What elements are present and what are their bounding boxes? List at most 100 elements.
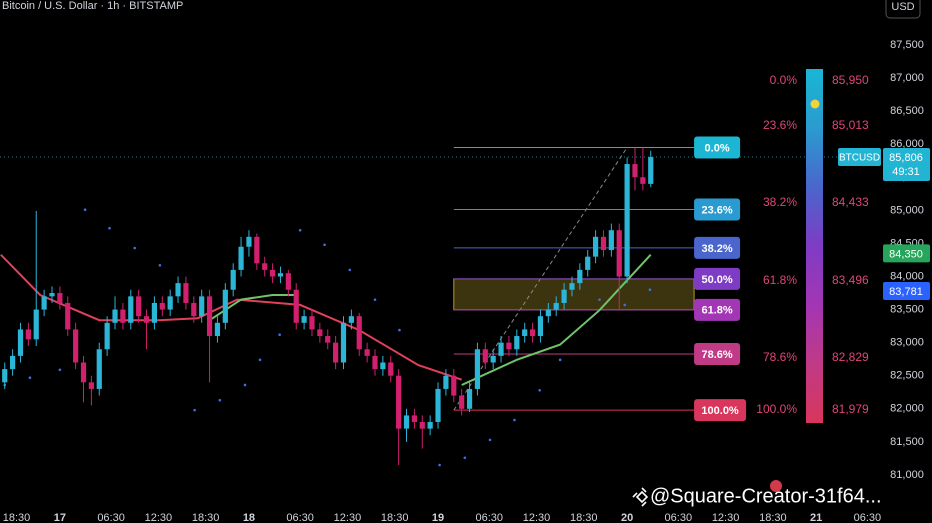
sar-dot: [438, 463, 441, 467]
candle-body: [254, 236, 260, 264]
currency-button[interactable]: [885, 0, 921, 19]
candle-body: [325, 336, 331, 343]
candle-body: [222, 289, 228, 323]
candle-body: [356, 316, 362, 350]
x-tick-label: 06:30: [97, 512, 125, 523]
candle-body: [80, 362, 87, 383]
sar-dot: [193, 408, 196, 412]
fib-level-tag: [694, 342, 741, 365]
symbol-title: Bitcoin / U.S. Dollar · 1h · BITSTAMP: [2, 0, 183, 12]
candle-body: [640, 177, 646, 184]
sar-dot: [488, 438, 492, 442]
symbol-tag: [838, 148, 881, 167]
symbol-tag-label: BTCUSD: [839, 153, 880, 164]
x-tick-label: 19: [432, 512, 444, 523]
sar-dot: [218, 398, 222, 402]
sar-dot: [83, 208, 87, 211]
y-tick-label: 81,500: [890, 436, 924, 448]
fib-level-label: 38.2%: [701, 243, 732, 255]
y-tick-label: 86,000: [890, 138, 924, 150]
candle-body: [104, 322, 110, 350]
candle-body: [293, 289, 299, 323]
candle-body: [514, 336, 520, 350]
candle-body: [435, 388, 441, 423]
event-icon[interactable]: [770, 480, 782, 492]
fib-panel-price: 81,979: [832, 402, 869, 416]
candle-body: [403, 415, 410, 429]
watermark: @Square-Creator-31f64...: [632, 485, 882, 507]
candle-body: [459, 395, 465, 409]
x-tick-label: 21: [810, 512, 822, 523]
x-tick-label: 18:30: [570, 512, 598, 523]
fib-gradient-bar: [806, 69, 823, 423]
candle-body: [364, 349, 370, 356]
candle-body: [262, 263, 268, 270]
candle-body: [33, 309, 39, 340]
candle-body: [466, 388, 473, 409]
fib-level-label: 100.0%: [701, 405, 739, 417]
x-tick-label: 18:30: [3, 512, 31, 523]
sar-dot: [648, 288, 652, 292]
candle-body: [317, 329, 323, 337]
sar-dot: [278, 333, 281, 337]
fib-panel-price: 85,950: [832, 73, 869, 87]
sar-dot: [623, 303, 627, 307]
candle-body: [624, 164, 630, 277]
candle-body: [136, 296, 142, 317]
candle-body: [616, 230, 622, 277]
candle-body: [348, 316, 354, 323]
price-tag: [883, 281, 930, 300]
x-tick-label: 12:30: [334, 512, 362, 523]
candle-body: [388, 362, 394, 376]
fib-level-label: 61.8%: [701, 305, 732, 317]
x-tick-label: 20: [621, 512, 633, 523]
candle-body: [451, 375, 457, 396]
candle-body: [128, 296, 134, 323]
sar-dot: [598, 298, 601, 301]
candle-body: [561, 289, 567, 303]
price-tag-label: 83,781: [889, 286, 923, 298]
sar-dot: [133, 246, 137, 250]
candle-body: [120, 309, 126, 323]
candle-body: [648, 157, 654, 184]
candle-body: [230, 269, 236, 290]
price-tag-timer: 49:31: [892, 166, 920, 178]
candle-body: [238, 246, 244, 270]
watermark-text: @Square-Creator-31f64...: [650, 485, 882, 507]
x-tick-label: 06:30: [286, 512, 314, 523]
candle-body: [632, 164, 638, 178]
price-tag-label: 84,350: [889, 248, 923, 260]
fib-panel-price: 82,829: [832, 350, 869, 364]
y-tick-label: 84,000: [890, 270, 924, 282]
candle-body: [443, 375, 449, 389]
x-tick-label: 12:30: [145, 512, 173, 523]
candle-body: [474, 349, 481, 389]
candle-body: [537, 316, 544, 337]
sar-dot: [373, 298, 377, 301]
sar-dot: [398, 328, 401, 332]
candle-body: [309, 316, 315, 330]
y-tick-label: 83,500: [890, 303, 924, 315]
fib-panel-ratio: 61.8%: [763, 273, 797, 287]
sar-dot: [538, 388, 541, 392]
y-tick-label: 87,500: [890, 39, 924, 51]
candle-body: [199, 296, 205, 317]
candle-body: [482, 349, 488, 363]
x-tick-label: 06:30: [475, 512, 503, 523]
currency-label[interactable]: USD: [891, 1, 914, 13]
price-tag: [883, 148, 930, 182]
candle-body: [340, 322, 347, 363]
x-tick-label: 18: [243, 512, 255, 523]
candle-body: [73, 329, 79, 363]
y-tick-label: 81,000: [890, 469, 924, 481]
price-tag: [883, 244, 930, 263]
candle-body: [529, 329, 536, 337]
candle-body: [96, 349, 102, 389]
candle-body: [41, 296, 47, 310]
candle-body: [175, 283, 181, 297]
plot: 0.0% 23.6% 38.2% 50.0% 61.8% 78.6% 100.0%: [0, 136, 747, 467]
sar-dot: [513, 418, 516, 422]
fib-level-label: 78.6%: [701, 349, 732, 361]
